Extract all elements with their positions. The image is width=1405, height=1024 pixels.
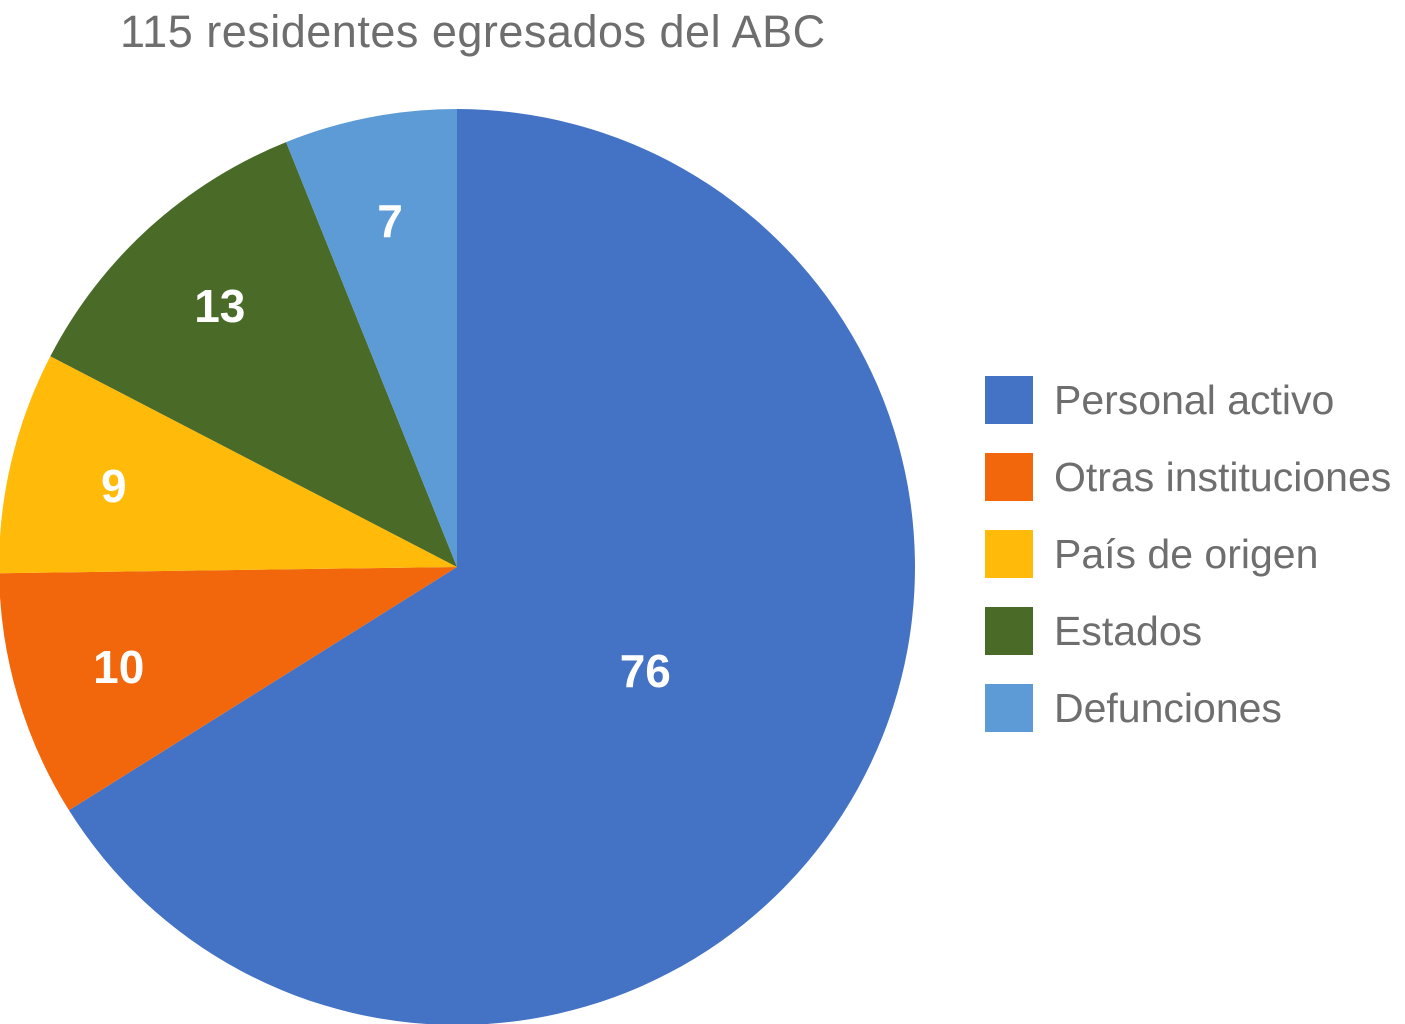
data-label-estados: 13 (194, 280, 245, 332)
legend-item-pais-de-origen: País de origen (985, 530, 1391, 578)
legend-item-estados: Estados (985, 607, 1391, 655)
legend-swatch-otras-instituciones (985, 453, 1033, 501)
pie-slice-otras-instituciones (0, 567, 457, 811)
legend-label-otras-instituciones: Otras instituciones (1054, 453, 1392, 500)
legend-label-defunciones: Defunciones (1054, 684, 1282, 731)
data-label-defunciones: 7 (377, 195, 403, 247)
data-label-pais-de-origen: 9 (101, 460, 127, 512)
legend-label-pais-de-origen: País de origen (1054, 530, 1319, 577)
legend-swatch-defunciones (985, 684, 1033, 732)
legend-item-otras-instituciones: Otras instituciones (985, 453, 1391, 501)
legend-swatch-pais-de-origen (985, 530, 1033, 578)
legend-label-estados: Estados (1054, 607, 1203, 654)
data-label-personal-activo: 76 (620, 645, 671, 697)
legend-swatch-estados (985, 607, 1033, 655)
pie-slice-estados (50, 142, 457, 567)
pie-slice-personal-activo (68, 109, 915, 1024)
chart-title: 115 residentes egresados del ABC (120, 6, 826, 57)
pie-slice-pais-de-origen (0, 356, 457, 574)
pie-slice-defunciones (286, 109, 457, 567)
legend-item-defunciones: Defunciones (985, 684, 1391, 732)
legend-swatch-personal-activo (985, 376, 1033, 424)
chart-legend: Personal activo Otras instituciones País d… (985, 376, 1391, 761)
legend-item-personal-activo: Personal activo (985, 376, 1391, 424)
data-label-otras-instituciones: 10 (93, 641, 144, 693)
legend-label-personal-activo: Personal activo (1054, 376, 1335, 423)
